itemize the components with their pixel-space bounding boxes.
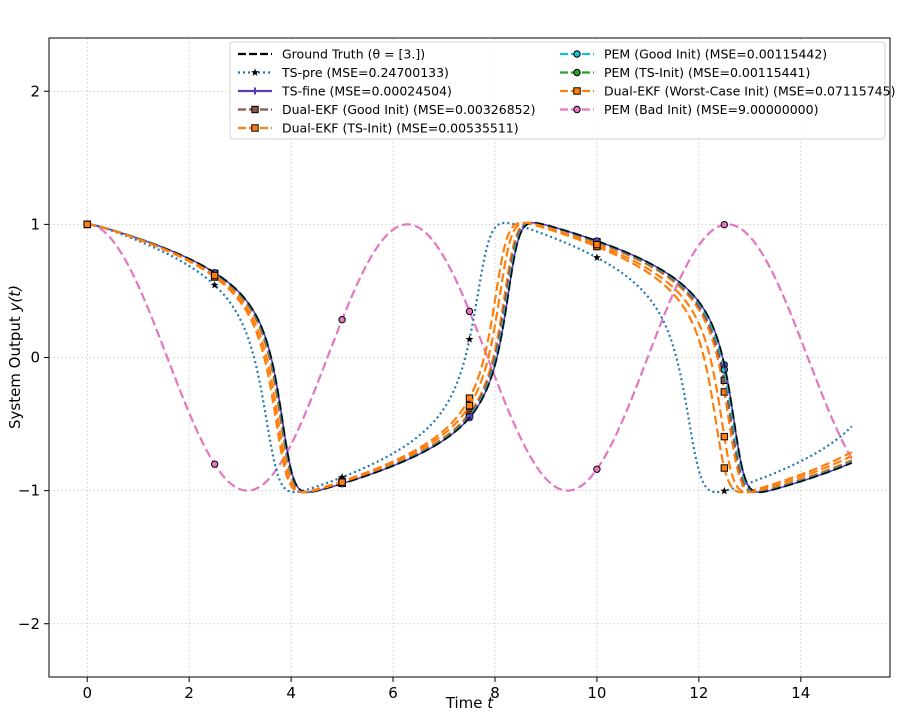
x-tick-label: 10 bbox=[587, 684, 606, 702]
legend-label: PEM (Good Init) (MSE=0.00115442) bbox=[604, 47, 827, 62]
series-marker bbox=[465, 335, 474, 343]
y-tick-label: 1 bbox=[30, 215, 40, 233]
legend-label: Dual-EKF (TS-Init) (MSE=0.00535511) bbox=[282, 121, 519, 136]
x-tick-label: 6 bbox=[388, 684, 398, 702]
legend-item: Dual-EKF (Good Init) (MSE=0.00326852) bbox=[238, 102, 535, 117]
legend-swatch-marker bbox=[573, 87, 581, 95]
series-marker bbox=[210, 271, 219, 280]
legend-label: Dual-EKF (Good Init) (MSE=0.00326852) bbox=[282, 102, 535, 117]
series-marker bbox=[338, 478, 346, 486]
x-tick-label: 0 bbox=[82, 684, 92, 702]
series-marker bbox=[720, 220, 729, 229]
series-marker bbox=[465, 402, 474, 410]
series-3 bbox=[83, 220, 853, 494]
series-marker bbox=[465, 307, 474, 316]
y-tick-label: 2 bbox=[30, 82, 40, 100]
x-tick-label: 12 bbox=[689, 684, 708, 702]
legend-item: Dual-EKF (TS-Init) (MSE=0.00535511) bbox=[238, 121, 519, 136]
legend-item: Dual-EKF (Worst-Case Init) (MSE=0.071157… bbox=[560, 84, 895, 99]
legend-label: Dual-EKF (Worst-Case Init) (MSE=0.071157… bbox=[604, 84, 895, 99]
series-marker bbox=[210, 460, 219, 468]
y-axis-label: System Output y(t) bbox=[6, 285, 24, 429]
series-marker bbox=[720, 432, 729, 441]
series-marker bbox=[338, 316, 346, 324]
x-tick-label: 4 bbox=[286, 684, 296, 702]
y-tick-label: 0 bbox=[30, 349, 40, 367]
legend-label: PEM (Bad Init) (MSE=9.00000000) bbox=[604, 102, 818, 117]
legend-swatch-marker bbox=[573, 50, 581, 58]
legend: Ground Truth (θ = [3.]) TS-pre (MSE=0.247… bbox=[229, 41, 895, 140]
legend-label: TS-fine (MSE=0.00024504) bbox=[281, 84, 452, 99]
y-axis-label-prefix: System Output bbox=[6, 311, 24, 429]
legend-swatch-marker bbox=[251, 68, 259, 76]
series-extra-orange bbox=[83, 220, 853, 494]
legend-swatch-marker bbox=[573, 68, 581, 77]
x-tick-label: 14 bbox=[791, 684, 810, 702]
legend-label: PEM (TS-Init) (MSE=0.00115441) bbox=[604, 65, 810, 80]
series-marker bbox=[210, 280, 219, 289]
legend-swatch-marker bbox=[573, 105, 581, 114]
legend-item: PEM (Good Init) (MSE=0.00115442) bbox=[560, 47, 827, 62]
legend-swatch-marker bbox=[251, 124, 259, 132]
legend-item: TS-fine (MSE=0.00024504) bbox=[238, 84, 452, 99]
x-tick-label: 8 bbox=[490, 684, 500, 702]
legend-label: TS-pre (MSE=0.24700133) bbox=[281, 65, 449, 80]
x-axis-label-prefix: Time bbox=[445, 694, 487, 712]
legend-swatch-marker bbox=[251, 105, 259, 114]
series-marker bbox=[592, 253, 601, 261]
series-marker bbox=[593, 240, 601, 249]
series-marker bbox=[83, 220, 91, 229]
series-marker bbox=[720, 464, 729, 472]
series-marker bbox=[593, 465, 601, 473]
y-tick-label: −2 bbox=[18, 615, 40, 633]
legend-item: Ground Truth (θ = [3.]) bbox=[238, 47, 425, 62]
x-tick-label: 2 bbox=[184, 684, 194, 702]
legend-item: PEM (Bad Init) (MSE=9.00000000) bbox=[560, 102, 818, 117]
x-axis-label: Time t bbox=[445, 694, 494, 712]
series-marker bbox=[465, 394, 474, 402]
series-layer bbox=[83, 220, 853, 495]
y-tick-label: −1 bbox=[18, 482, 40, 500]
legend-label: Ground Truth (θ = [3.]) bbox=[282, 47, 425, 62]
series-marker bbox=[720, 486, 729, 495]
legend-swatch-marker bbox=[251, 87, 259, 95]
y-axis-label-var: y(t) bbox=[6, 285, 24, 312]
legend-box bbox=[229, 41, 886, 140]
series-marker bbox=[338, 473, 347, 481]
legend-item: TS-pre (MSE=0.24700133) bbox=[238, 65, 449, 80]
x-axis-label-var: t bbox=[487, 694, 494, 712]
legend-item: PEM (TS-Init) (MSE=0.00115441) bbox=[560, 65, 810, 80]
